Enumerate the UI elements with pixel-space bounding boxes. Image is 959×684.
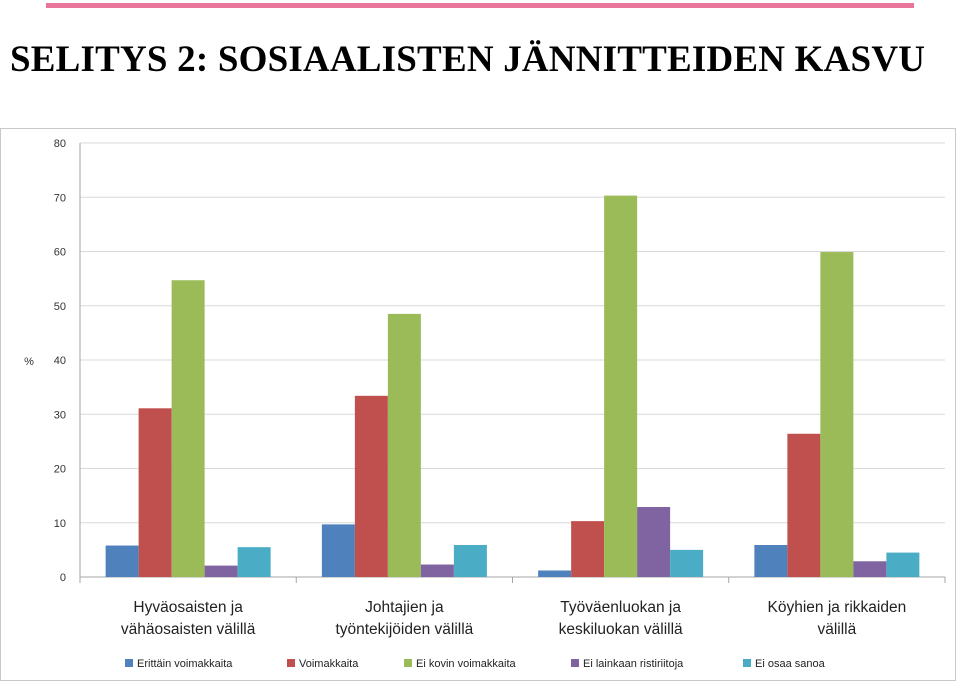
category-label: keskiluokan välillä (559, 621, 683, 638)
bar (171, 280, 205, 577)
category-labels: Hyväosaisten ja vähäosaisten välillä Johta… (121, 599, 906, 638)
bar (105, 545, 139, 577)
legend-swatch (287, 659, 295, 667)
slide-title: SELITYS 2: SOSIAALISTEN JÄNNITTEIDEN KAS… (10, 39, 926, 80)
bar-chart: 0 10 20 30 40 50 60 70 80% Hyväosaisten ja vähäos… (24, 138, 946, 670)
category-label: Köyhien ja rikkaiden (768, 599, 907, 616)
legend-swatch (125, 659, 133, 667)
y-tick-label: 30 (54, 409, 66, 421)
bar (354, 395, 388, 577)
legend-label: Erittäin voimakkaita (137, 658, 233, 670)
category-label: työntekijöiden välillä (335, 621, 473, 638)
y-tick-label: 10 (54, 518, 66, 530)
bar (637, 507, 671, 577)
bar (754, 544, 788, 577)
bar (604, 195, 638, 577)
gridlines (80, 142, 945, 524)
y-tick-label: 70 (54, 192, 66, 204)
legend-swatch (571, 659, 579, 667)
category-label: vähäosaisten välillä (121, 621, 256, 638)
bar (321, 524, 355, 577)
bar (820, 252, 854, 577)
bar (571, 521, 605, 577)
category-label: Hyväosaisten ja (133, 599, 243, 616)
bars (105, 195, 920, 577)
bar (787, 433, 821, 577)
bar (538, 570, 572, 577)
legend-swatch (404, 659, 412, 667)
legend-swatch (743, 659, 751, 667)
y-tick-label: 60 (54, 247, 66, 259)
bar (138, 408, 172, 577)
bar (853, 561, 887, 577)
y-tick-label: 80 (54, 138, 66, 150)
legend: Erittäin voimakkaita Voimakkaita Ei kovin … (125, 658, 826, 670)
category-label: välillä (817, 621, 856, 638)
bar (453, 544, 487, 577)
y-tick-label: 0 (60, 572, 66, 584)
title-accent-bar (46, 3, 914, 8)
bar (237, 547, 271, 577)
y-tick-label: 40 (54, 355, 66, 367)
legend-label: Voimakkaita (299, 658, 359, 670)
y-axis-label: % (24, 356, 34, 368)
legend-label: Ei kovin voimakkaita (416, 658, 517, 670)
y-tick-label: 20 (54, 464, 66, 476)
chart-frame: 0 10 20 30 40 50 60 70 80% Hyväosaisten ja vähäos… (0, 128, 956, 681)
legend-label: Ei lainkaan ristiriitoja (583, 658, 684, 670)
bar (204, 565, 238, 577)
y-tick-label: 50 (54, 301, 66, 313)
category-label: Johtajien ja (365, 599, 444, 616)
legend-label: Ei osaa sanoa (755, 658, 826, 670)
bar (387, 313, 421, 577)
bar (420, 564, 454, 577)
bar (886, 552, 920, 577)
bar (670, 549, 704, 577)
category-label: Työväenluokan ja (560, 599, 681, 616)
